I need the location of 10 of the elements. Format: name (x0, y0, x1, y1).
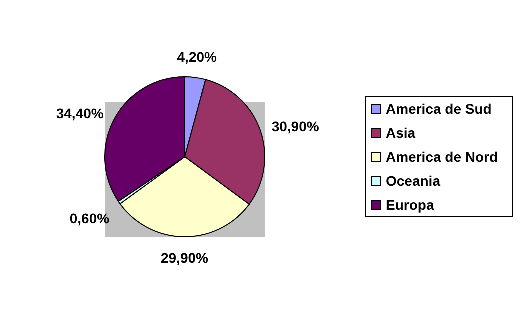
data-label: 34,40% (56, 106, 104, 122)
data-label: 29,90% (160, 250, 210, 266)
legend-label: Oceania (386, 173, 441, 189)
legend-label: America de Sud (386, 101, 492, 117)
data-label: 0,60% (70, 210, 110, 227)
legend-label: America de Nord (386, 149, 498, 165)
legend-label: Asia (386, 125, 416, 141)
data-label: 30,90% (272, 118, 320, 135)
data-label: 4,20% (177, 48, 218, 65)
legend-label: Europa (386, 197, 434, 213)
